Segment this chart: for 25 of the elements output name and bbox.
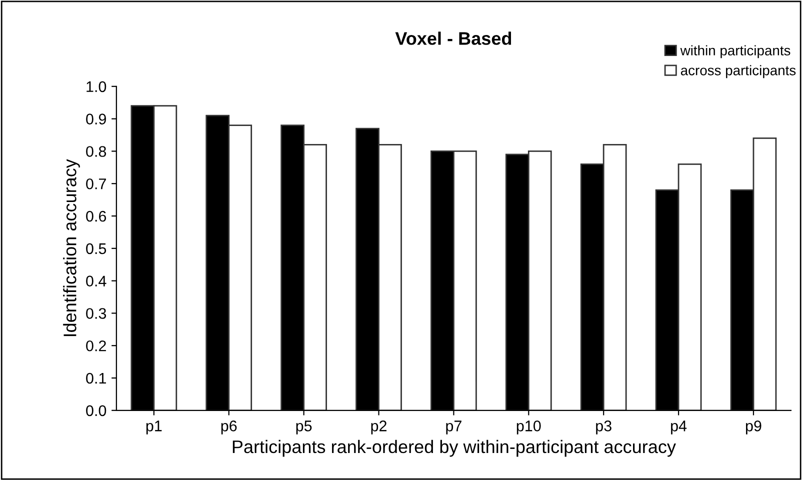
- y-tick-label: 0.8: [86, 146, 106, 157]
- y-tick-label: 0.0: [86, 405, 106, 416]
- y-tick-label: 1.0: [86, 81, 106, 92]
- x-tick-label: p10: [516, 420, 541, 434]
- x-axis-title: Participants rank-ordered by within-participant accuracy: [232, 440, 676, 457]
- legend-label: across participants: [680, 65, 796, 78]
- y-axis-title: Identification accuracy: [63, 159, 80, 336]
- x-tick-label: p3: [596, 420, 612, 434]
- y-tick-label: 0.6: [86, 210, 106, 222]
- y-tick-label: 0.9: [86, 114, 106, 124]
- x-tick-label: p1: [146, 420, 162, 434]
- y-tick-label: 0.3: [86, 308, 106, 319]
- legend-label: within participants: [680, 45, 790, 58]
- x-tick-label: p6: [221, 420, 237, 434]
- x-tick-label: p5: [296, 420, 312, 434]
- y-tick-label: 0.2: [86, 340, 106, 352]
- x-tick-label: p9: [746, 420, 762, 434]
- x-tick-label: p2: [371, 420, 386, 434]
- y-tick-label: 0.1: [86, 372, 106, 384]
- y-tick-label: 0.5: [86, 243, 106, 254]
- y-tick-label: 0.4: [86, 276, 106, 286]
- x-tick-label: p4: [671, 420, 687, 434]
- y-tick-label: 0.7: [86, 178, 106, 190]
- chart-title: Voxel - Based: [395, 32, 512, 45]
- x-tick-label: p7: [446, 420, 462, 434]
